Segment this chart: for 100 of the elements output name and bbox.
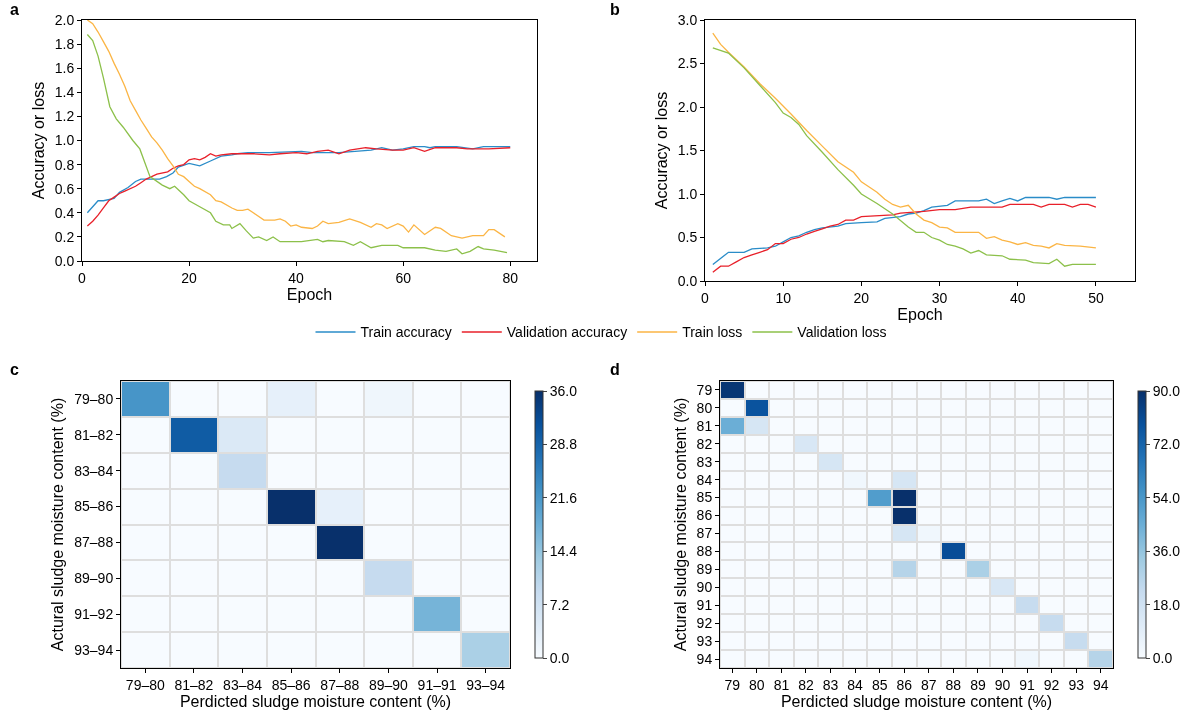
x-tick-label: 82	[798, 676, 814, 693]
x-axis-title: Epoch	[286, 286, 333, 304]
y-tick-label: 1.0	[677, 185, 698, 202]
y-tick-label: 88	[696, 543, 713, 560]
x-tick-label: 0	[701, 289, 710, 306]
y-tick-label: 80	[696, 399, 713, 416]
y-tick-label: 83–84	[74, 462, 114, 479]
line-series	[712, 203, 1097, 273]
x-tick-label: 91–91	[417, 676, 457, 693]
x-tick-label: 79	[724, 676, 741, 693]
x-tick-label: 0	[78, 269, 87, 286]
y-tick-label: 0.0	[677, 272, 698, 289]
y-tick-label: 91–92	[74, 606, 114, 623]
chart-title: d	[610, 361, 620, 379]
y-tick-label: 79	[696, 381, 713, 398]
y-tick-label: 0.8	[54, 156, 75, 173]
chart-title: b	[610, 1, 620, 19]
y-tick-label: 1.5	[677, 142, 698, 159]
legend-label: Validation accuracy	[506, 324, 628, 341]
color-bar-label: 28.8	[549, 436, 578, 453]
x-axis-title: Perdicted sludge moisture content (%)	[780, 692, 1053, 710]
y-tick-label: 85–86	[74, 498, 114, 515]
x-tick-label: 83	[822, 676, 839, 693]
x-tick-label: 20	[181, 269, 198, 286]
x-tick-label: 86	[896, 676, 913, 693]
x-tick-label: 20	[853, 289, 870, 306]
x-axis-title: Perdicted sludge moisture content (%)	[179, 692, 452, 710]
line-series	[712, 196, 1097, 266]
y-tick-label: 2.5	[677, 55, 698, 72]
y-axis-title: Accuracy or loss	[652, 91, 670, 210]
color-bar-label: 0.0	[1152, 649, 1173, 666]
x-tick-label: 84	[847, 676, 864, 693]
y-tick-label: 89	[696, 561, 713, 578]
y-tick-label: 81–82	[74, 426, 114, 443]
y-tick-label: 93–94	[74, 641, 114, 658]
color-bar-label: 54.0	[1152, 489, 1181, 506]
color-bar-label: 18.0	[1152, 596, 1181, 613]
x-tick-label: 90	[994, 676, 1011, 693]
y-tick-label: 0.4	[54, 204, 75, 221]
x-tick-label: 87–88	[320, 676, 360, 693]
x-tick-label: 81	[773, 676, 790, 693]
y-tick-label: 89–90	[74, 570, 114, 587]
y-tick-label: 93	[696, 632, 713, 649]
legend-label: Train accuracy	[360, 324, 452, 341]
color-bar-label: 36.0	[1152, 543, 1181, 560]
y-tick-label: 1.8	[54, 36, 75, 52]
y-tick-label: 1.6	[54, 60, 75, 77]
y-axis-title: Actural sludge moisture content (%)	[671, 397, 689, 652]
x-tick-label: 80	[502, 269, 519, 286]
x-tick-label: 60	[395, 269, 412, 286]
y-tick-label: 83	[696, 453, 713, 470]
y-tick-label: 94	[696, 650, 713, 667]
x-axis-title: Epoch	[897, 306, 943, 324]
y-tick-label: 87	[696, 525, 713, 542]
y-axis-title: Accuracy or loss	[29, 81, 47, 200]
x-tick-label: 93	[1068, 676, 1085, 693]
color-bar-label: 90.0	[1152, 382, 1181, 399]
y-tick-label: 2.0	[54, 11, 75, 28]
chart-title: a	[10, 1, 19, 19]
x-tick-label: 81–82	[174, 676, 214, 693]
y-tick-label: 82	[696, 435, 713, 452]
y-tick-label: 87–88	[74, 534, 114, 551]
y-tick-label: 85	[696, 489, 713, 506]
y-tick-label: 1.2	[54, 108, 75, 125]
x-tick-label: 79–80	[125, 676, 165, 693]
y-tick-label: 90	[696, 579, 713, 596]
y-tick-label: 0.6	[54, 180, 75, 197]
color-bar-label: 72.0	[1152, 436, 1181, 453]
color-bar-label: 14.4	[549, 543, 578, 560]
x-tick-label: 83–84	[223, 676, 263, 693]
y-tick-label: 91	[696, 597, 713, 614]
color-bar-label: 0.0	[549, 649, 570, 666]
y-tick-label: 0.0	[54, 252, 75, 269]
legend-label: Train loss	[682, 324, 743, 341]
x-tick-label: 88	[945, 676, 962, 693]
y-tick-label: 81	[696, 417, 713, 434]
x-tick-label: 10	[775, 289, 792, 306]
y-tick-label: 84	[696, 471, 713, 488]
line-series	[86, 145, 511, 214]
x-tick-label: 80	[749, 676, 765, 693]
y-tick-label: 92	[696, 615, 713, 632]
x-tick-label: 89	[970, 676, 986, 693]
y-tick-label: 86	[696, 507, 713, 524]
x-tick-label: 85–86	[271, 676, 311, 693]
x-tick-label: 50	[1088, 289, 1104, 306]
line-series	[86, 147, 511, 227]
x-tick-label: 91	[1019, 676, 1036, 693]
y-tick-label: 2.0	[677, 98, 698, 115]
y-axis-title: Actural sludge moisture content (%)	[49, 397, 67, 652]
y-tick-label: 1.4	[54, 84, 75, 101]
color-bar-label: 36.0	[549, 382, 578, 399]
y-tick-label: 1.0	[54, 132, 75, 149]
chart-title: c	[10, 361, 19, 379]
x-tick-label: 92	[1043, 676, 1060, 693]
legend-label: Validation loss	[797, 324, 887, 341]
y-tick-label: 0.2	[54, 228, 75, 245]
x-tick-label: 85	[871, 676, 888, 693]
x-tick-label: 89–90	[368, 676, 409, 693]
y-tick-label: 79–80	[74, 390, 114, 407]
x-tick-label: 40	[288, 269, 305, 286]
